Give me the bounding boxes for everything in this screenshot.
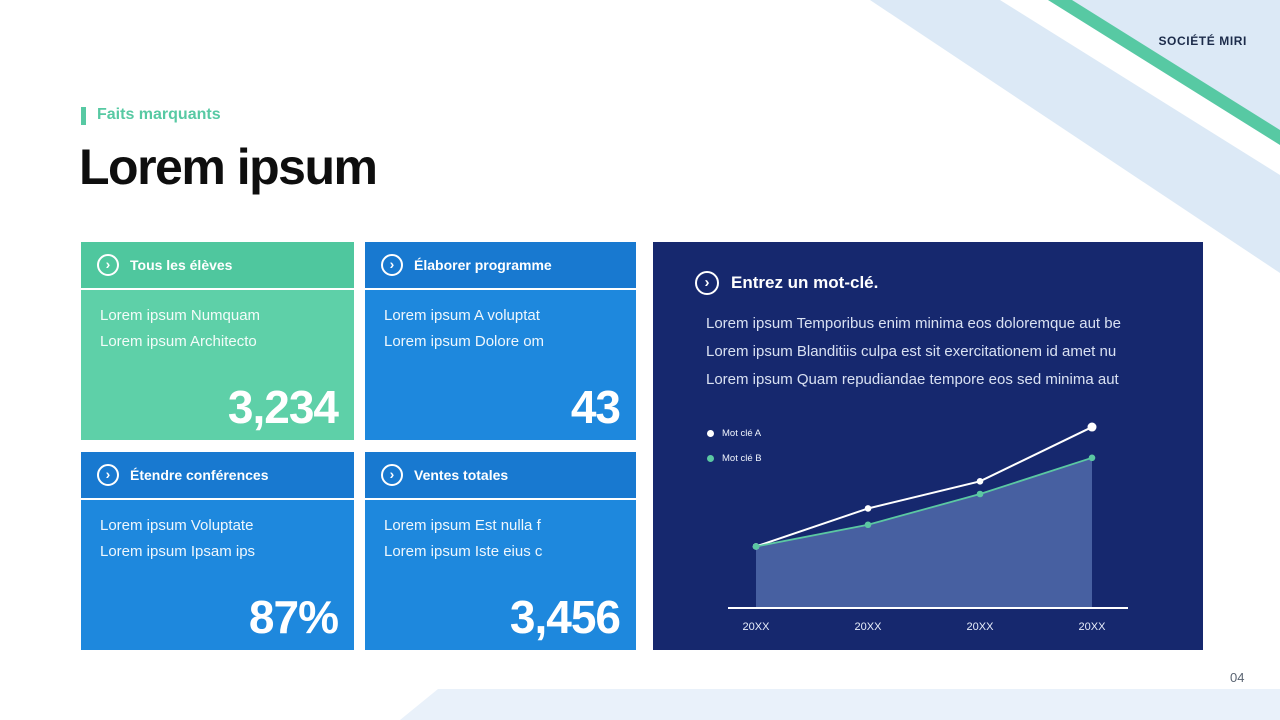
- keyword-trend-chart: 20XX 20XX 20XX 20XX: [728, 412, 1128, 642]
- stat-card-line: Lorem ipsum Dolore om: [384, 333, 545, 350]
- chart-legend: Mot clé A Mot clé B: [707, 421, 762, 471]
- svg-text:20XX: 20XX: [1079, 621, 1107, 633]
- keyword-panel: › Entrez un mot-clé. Lorem ipsum Tempori…: [653, 242, 1203, 650]
- corner-teal-stripe: [1048, 0, 1280, 145]
- stat-card-header: › Tous les élèves: [81, 242, 354, 290]
- eyebrow-accent-bar: [81, 107, 86, 125]
- stat-card-line: Lorem ipsum Est nulla f: [384, 517, 541, 534]
- page-number: 04: [1230, 670, 1245, 685]
- stat-card-header: › Étendre conférences: [81, 452, 354, 500]
- svg-text:20XX: 20XX: [743, 621, 771, 633]
- stat-card-body: Lorem ipsum A voluptat Lorem ipsum Dolor…: [365, 290, 636, 440]
- stat-card-elaborer-programme: › Élaborer programme Lorem ipsum A volup…: [365, 242, 636, 440]
- keyword-panel-title: Entrez un mot-clé.: [731, 273, 879, 292]
- chevron-right-circle-icon: ›: [695, 271, 719, 295]
- stat-card-line: Lorem ipsum Iste eius c: [384, 543, 543, 560]
- chevron-right-circle-icon: ›: [97, 254, 119, 276]
- section-eyebrow: Faits marquants: [97, 106, 221, 123]
- corner-white-stripe: [1000, 0, 1280, 175]
- keyword-panel-text: Lorem ipsum Temporibus enim minima eos d…: [706, 310, 1121, 394]
- stat-card-value: 3,234: [227, 381, 339, 433]
- keyword-panel-line: Lorem ipsum Temporibus enim minima eos d…: [706, 315, 1121, 332]
- stat-card-header: › Ventes totales: [365, 452, 636, 500]
- stat-card-value: 3,456: [509, 591, 621, 643]
- stat-card-title: Élaborer programme: [414, 257, 552, 273]
- stat-card-title: Étendre conférences: [130, 467, 269, 483]
- stat-card-title: Ventes totales: [414, 467, 509, 483]
- legend-label: Mot clé B: [722, 453, 762, 464]
- stat-card-title: Tous les élèves: [130, 257, 233, 273]
- chevron-right-circle-icon: ›: [381, 254, 403, 276]
- chevron-right-circle-icon: ›: [97, 464, 119, 486]
- chevron-right-circle-icon: ›: [381, 464, 403, 486]
- stat-card-body: Lorem ipsum Voluptate Lorem ipsum Ipsam …: [81, 500, 354, 650]
- legend-dot: [707, 455, 714, 462]
- keyword-panel-line: Lorem ipsum Quam repudiandae tempore eos…: [706, 371, 1119, 388]
- stat-card-tous-les-eleves: › Tous les élèves Lorem ipsum Numquam Lo…: [81, 242, 354, 440]
- stat-card-body: Lorem ipsum Est nulla f Lorem ipsum Iste…: [365, 500, 636, 650]
- page-title: Lorem ipsum: [79, 139, 378, 195]
- stat-card-line: Lorem ipsum Architecto: [100, 333, 257, 350]
- keyword-panel-header: › Entrez un mot-clé.: [695, 271, 878, 295]
- svg-text:20XX: 20XX: [967, 621, 995, 633]
- stat-card-header: › Élaborer programme: [365, 242, 636, 290]
- stat-card-ventes-totales: › Ventes totales Lorem ipsum Est nulla f…: [365, 452, 636, 650]
- company-name: SOCIÉTÉ MIRI: [1158, 34, 1247, 48]
- stat-card-line: Lorem ipsum A voluptat: [384, 307, 540, 324]
- legend-label: Mot clé A: [722, 428, 762, 439]
- bottom-lightblue-band: [400, 689, 1280, 720]
- stat-card-value: 43: [570, 381, 621, 433]
- legend-dot: [707, 430, 714, 437]
- svg-text:20XX: 20XX: [855, 621, 883, 633]
- stat-card-value: 87%: [248, 591, 339, 643]
- stat-card-line: Lorem ipsum Numquam: [100, 307, 261, 324]
- stat-card-line: Lorem ipsum Ipsam ips: [100, 543, 256, 560]
- keyword-panel-line: Lorem ipsum Blanditiis culpa est sit exe…: [706, 343, 1117, 360]
- legend-item: Mot clé A: [707, 421, 762, 446]
- stat-card-body: Lorem ipsum Numquam Lorem ipsum Architec…: [81, 290, 354, 440]
- stat-card-line: Lorem ipsum Voluptate: [100, 517, 254, 534]
- legend-item: Mot clé B: [707, 446, 762, 471]
- stat-card-etendre-conferences: › Étendre conférences Lorem ipsum Volupt…: [81, 452, 354, 650]
